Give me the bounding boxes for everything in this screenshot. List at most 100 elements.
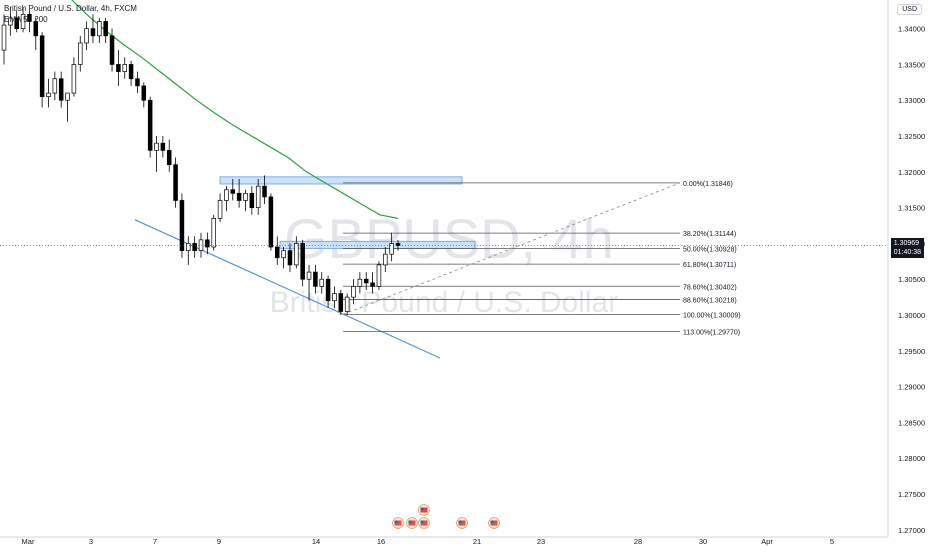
candle-body: [128, 64, 134, 80]
candle-body: [287, 250, 293, 266]
candle-body: [65, 92, 70, 101]
candle-body: [109, 35, 115, 65]
currency-badge[interactable]: USD: [897, 4, 922, 15]
fib-level-label: 38.20%(1.31144): [683, 231, 736, 238]
candle-body: [294, 243, 299, 266]
price-tick-label: 1.30000: [898, 311, 925, 320]
candle-body: [275, 246, 280, 259]
candle-body: [1, 24, 7, 51]
price-tick-label: 1.29500: [898, 347, 925, 356]
candle-body: [20, 13, 26, 29]
us-flag-icon-canton: [420, 520, 424, 523]
time-tick-label: 3: [89, 537, 93, 546]
candle-body: [84, 28, 89, 44]
candle-body: [236, 192, 242, 201]
price-tick-label: 1.28000: [898, 454, 925, 463]
candle-body: [205, 239, 210, 248]
price-tick-label: 1.33000: [898, 96, 925, 105]
fib-level-label: 78.60%(1.30402): [683, 284, 737, 291]
uk-flag-icon-canton: [420, 507, 424, 510]
time-tick-label: 7: [153, 537, 157, 546]
price-tick-label: 1.34000: [898, 25, 925, 34]
candle-body: [230, 189, 236, 194]
price-tick-label: 1.32000: [898, 168, 925, 177]
bar-countdown: 01:40:38: [893, 248, 921, 256]
candle-body: [192, 243, 197, 251]
candle-body: [135, 78, 140, 87]
candle-body: [179, 200, 185, 251]
fib-level-label: 0.00%(1.31846): [683, 181, 733, 188]
candle-body: [395, 243, 401, 246]
candle-body: [332, 293, 337, 302]
us-flag-icon-flag: [420, 520, 428, 526]
candle-body: [370, 282, 375, 287]
us-flag-icon-flag: [408, 520, 416, 526]
candle-body: [300, 243, 305, 280]
us-flag-icon-canton: [458, 520, 462, 523]
price-tick-label: 1.27000: [898, 526, 925, 535]
candle-body: [313, 271, 318, 287]
resistance-zone: [219, 176, 463, 185]
watermark-ticker: GBPUSD, 4h: [284, 207, 614, 270]
candle-body: [383, 253, 388, 266]
us-flag-icon-flag: [458, 520, 466, 526]
candle-body: [344, 296, 350, 312]
time-tick-label: 9: [217, 537, 221, 546]
candle-body: [27, 13, 32, 22]
chart-legend: British Pound / U.S. Dollar, 4h, FXCM EM…: [4, 3, 137, 25]
time-tick-label: 21: [473, 537, 481, 546]
candle-body: [97, 21, 102, 37]
candle-body: [78, 42, 83, 65]
candle-body: [52, 78, 58, 94]
last-price-value: 1.30969: [893, 239, 920, 247]
us-flag-icon-canton: [490, 520, 494, 523]
us-flag-icon: [488, 517, 500, 529]
resistance-zone: [279, 240, 476, 249]
us-flag-icon-canton: [394, 520, 398, 523]
candle-body: [166, 150, 172, 166]
candle-body: [351, 286, 356, 298]
price-tick-label: 1.30500: [898, 275, 925, 284]
candle-body: [281, 250, 286, 259]
candle-body: [268, 196, 274, 248]
time-tick-label: 16: [377, 537, 385, 546]
candle-body: [389, 243, 394, 255]
us-flag-icon: [392, 517, 404, 529]
us-flag-icon-canton: [408, 520, 412, 523]
candle-body: [306, 271, 312, 280]
candle-body: [8, 17, 13, 26]
time-tick-label: 28: [634, 537, 642, 546]
candle-body: [186, 243, 191, 251]
candle-body: [249, 192, 255, 208]
candle-body: [122, 64, 127, 72]
fib-level-label: 113.00%(1.29770): [683, 330, 740, 337]
uk-flag-icon: [418, 504, 430, 516]
uk-flag-icon-flag: [420, 507, 428, 513]
support-trendline: [134, 219, 441, 359]
price-tick-label: 1.33500: [898, 60, 925, 69]
candle-body: [357, 278, 363, 287]
time-tick-label: 23: [537, 537, 545, 546]
time-tick-label: 30: [699, 537, 707, 546]
fib-trend-line: [342, 182, 681, 315]
candle-body: [319, 278, 324, 287]
candle-body: [173, 164, 178, 201]
time-tick-label: Apr: [761, 537, 773, 546]
us-flag-icon-flag: [394, 520, 402, 526]
candle-body: [46, 92, 51, 98]
candle-body: [33, 21, 39, 37]
candle-body: [363, 278, 369, 284]
fib-level-label: 50.00%(1.30928): [683, 247, 737, 254]
last-price-tag: 1.30969 01:40:38: [890, 237, 924, 258]
candle-body: [71, 64, 77, 94]
fib-level-label: 88.60%(1.30218): [683, 297, 737, 304]
price-tick-label: 1.27500: [898, 490, 925, 499]
price-tick-label: 1.29000: [898, 383, 925, 392]
indicator-label: EMA 50 200: [4, 15, 48, 24]
price-tick-label: 1.31500: [898, 204, 925, 213]
candle-body: [224, 189, 229, 201]
candle-body: [141, 85, 147, 101]
candle-body: [255, 185, 261, 208]
